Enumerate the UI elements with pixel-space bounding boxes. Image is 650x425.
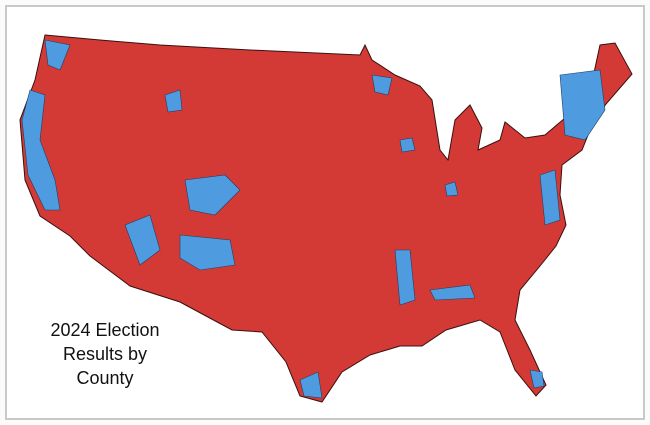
nevada-county (124, 214, 161, 266)
chicago-area (444, 181, 459, 197)
montana-county (164, 89, 183, 113)
madison (399, 137, 416, 153)
mississippi-delta (394, 249, 416, 306)
south-florida (529, 369, 545, 389)
new-england (559, 69, 606, 141)
us-map (19, 34, 633, 403)
mid-atlantic (539, 169, 561, 226)
west-coast (21, 89, 61, 211)
new-mexico-counties (179, 234, 236, 271)
colorado-counties (184, 174, 241, 216)
minnesota-county (371, 74, 393, 96)
title-line: Results by (63, 344, 147, 364)
puget-sound (44, 39, 71, 71)
black-belt (429, 284, 476, 301)
blue-counties (21, 39, 606, 399)
rio-grande (299, 371, 323, 399)
title-line: County (76, 368, 133, 388)
title-line: 2024 Election (50, 320, 159, 340)
